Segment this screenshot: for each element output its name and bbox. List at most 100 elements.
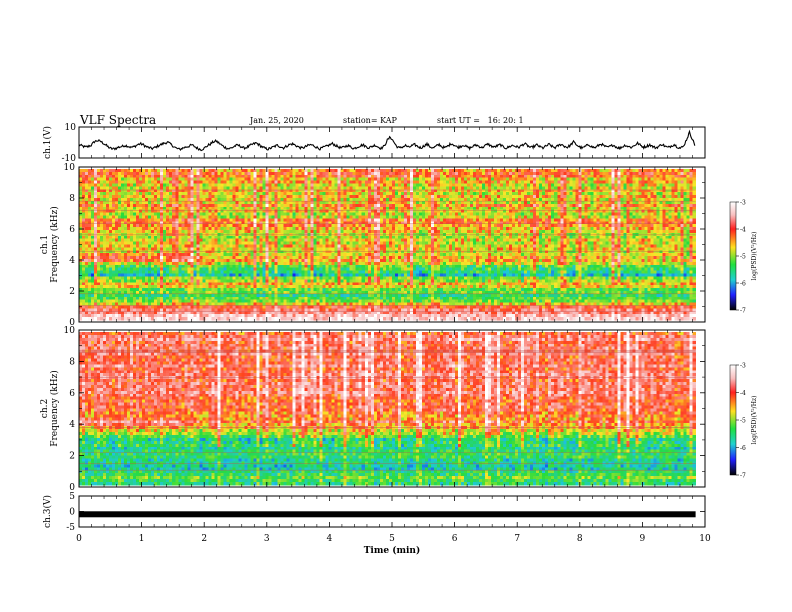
spectrogram-cell bbox=[404, 213, 407, 216]
spectrogram-cell bbox=[278, 198, 281, 201]
spectrogram-cell bbox=[491, 213, 494, 216]
spectrogram-cell bbox=[416, 195, 419, 198]
spectrogram-cell bbox=[521, 184, 524, 187]
spectrogram-cell bbox=[515, 172, 518, 175]
spectrogram-cell bbox=[344, 192, 347, 195]
spectrogram-cell bbox=[392, 195, 395, 198]
spectrogram-cell bbox=[223, 213, 226, 216]
spectrogram-cell bbox=[241, 207, 244, 210]
spectrogram-cell bbox=[278, 221, 281, 224]
spectrogram-cell bbox=[650, 204, 653, 207]
spectrogram-cell bbox=[518, 215, 521, 218]
spectrogram-cell bbox=[136, 215, 139, 218]
spectrogram-cell bbox=[253, 175, 256, 178]
spectrogram-cell bbox=[368, 184, 371, 187]
spectrogram-cell bbox=[455, 213, 458, 216]
spectrogram-cell bbox=[317, 186, 320, 189]
spectrogram-cell bbox=[184, 204, 187, 207]
spectrogram-cell bbox=[281, 195, 284, 198]
spectrogram-cell bbox=[521, 207, 524, 210]
spectrogram-cell bbox=[470, 192, 473, 195]
spectrogram-cell bbox=[154, 218, 157, 221]
spectrogram-cell bbox=[359, 175, 362, 178]
spectrogram-cell bbox=[488, 221, 491, 224]
spectrogram-cell bbox=[494, 186, 497, 189]
spectrogram-cell bbox=[244, 204, 247, 207]
spectrogram-cell bbox=[130, 195, 133, 198]
spectrogram-cell bbox=[371, 215, 374, 218]
spectrogram-cell bbox=[223, 178, 226, 181]
spectrogram-cell bbox=[241, 204, 244, 207]
spectrogram-cell bbox=[244, 215, 247, 218]
spectrogram-cell bbox=[479, 215, 482, 218]
spectrogram-cell bbox=[296, 192, 299, 195]
spectrogram-cell bbox=[395, 198, 398, 201]
spectrogram-cell bbox=[100, 178, 103, 181]
spectrogram-cell bbox=[103, 215, 106, 218]
spectrogram-cell bbox=[650, 218, 653, 221]
spectrogram-cell bbox=[494, 204, 497, 207]
spectrogram-cell bbox=[323, 204, 326, 207]
spectrogram-cell bbox=[347, 192, 350, 195]
spectrogram-cell bbox=[479, 198, 482, 201]
spectrogram-cell bbox=[160, 192, 163, 195]
spectrogram-cell bbox=[681, 195, 684, 198]
spectrogram-cell bbox=[482, 186, 485, 189]
spectrogram-cell bbox=[172, 224, 175, 227]
spectrogram-cell bbox=[259, 172, 262, 175]
spectrogram-cell bbox=[256, 175, 259, 178]
spectrogram-cell bbox=[599, 192, 602, 195]
spectrogram-cell bbox=[317, 224, 320, 227]
spectrogram-cell bbox=[256, 192, 259, 195]
spectrogram-cell bbox=[545, 178, 548, 181]
spectrogram-cell bbox=[115, 186, 118, 189]
spectrogram-cell bbox=[79, 198, 82, 201]
spectrogram-cell bbox=[329, 198, 332, 201]
spectrogram-cell bbox=[199, 215, 202, 218]
spectrogram-cell bbox=[566, 215, 569, 218]
spectrogram-cell bbox=[296, 172, 299, 175]
spectrogram-cell bbox=[106, 224, 109, 227]
spectrogram-cell bbox=[127, 204, 130, 207]
spectrogram-cell bbox=[278, 207, 281, 210]
spectrogram-cell bbox=[569, 198, 572, 201]
spectrogram-cell bbox=[350, 198, 353, 201]
spectrogram-cell bbox=[262, 213, 265, 216]
spectrogram-cell bbox=[181, 215, 184, 218]
spectrogram-cell bbox=[338, 181, 341, 184]
spectrogram-cell bbox=[112, 184, 115, 187]
spectrogram-cell bbox=[187, 195, 190, 198]
spectrogram-cell bbox=[184, 181, 187, 184]
spectrogram-cell bbox=[205, 215, 208, 218]
spectrogram-cell bbox=[654, 195, 657, 198]
spectrogram-cell bbox=[151, 224, 154, 227]
spectrogram-cell bbox=[551, 204, 554, 207]
spectrogram-cell bbox=[398, 169, 401, 172]
spectrogram-cell bbox=[275, 192, 278, 195]
spectrogram-cell bbox=[265, 204, 268, 207]
spectrogram-cell bbox=[542, 218, 545, 221]
spectrogram-cell bbox=[657, 169, 660, 172]
spectrogram-cell bbox=[629, 207, 632, 210]
spectrogram-cell bbox=[112, 215, 115, 218]
spectrogram-cell bbox=[626, 169, 629, 172]
spectrogram-cell bbox=[404, 178, 407, 181]
spectrogram-cell bbox=[284, 215, 287, 218]
spectrogram-cell bbox=[593, 195, 596, 198]
spectrogram-cell bbox=[581, 184, 584, 187]
spectrogram-cell bbox=[416, 224, 419, 227]
spectrogram-cell bbox=[377, 204, 380, 207]
spectrogram-cell bbox=[142, 184, 145, 187]
spectrogram-cell bbox=[383, 175, 386, 178]
spectrogram-cell bbox=[323, 224, 326, 227]
spectrogram-cell bbox=[554, 221, 557, 224]
spectrogram-cell bbox=[281, 172, 284, 175]
spectrogram-cell bbox=[166, 181, 169, 184]
spectrogram-cell bbox=[669, 204, 672, 207]
spectrogram-cell bbox=[605, 215, 608, 218]
spectrogram-cell bbox=[244, 195, 247, 198]
spectrogram-cell bbox=[410, 207, 413, 210]
spectrogram-cell bbox=[654, 207, 657, 210]
spectrogram-cell bbox=[650, 198, 653, 201]
spectrogram-cell bbox=[193, 181, 196, 184]
